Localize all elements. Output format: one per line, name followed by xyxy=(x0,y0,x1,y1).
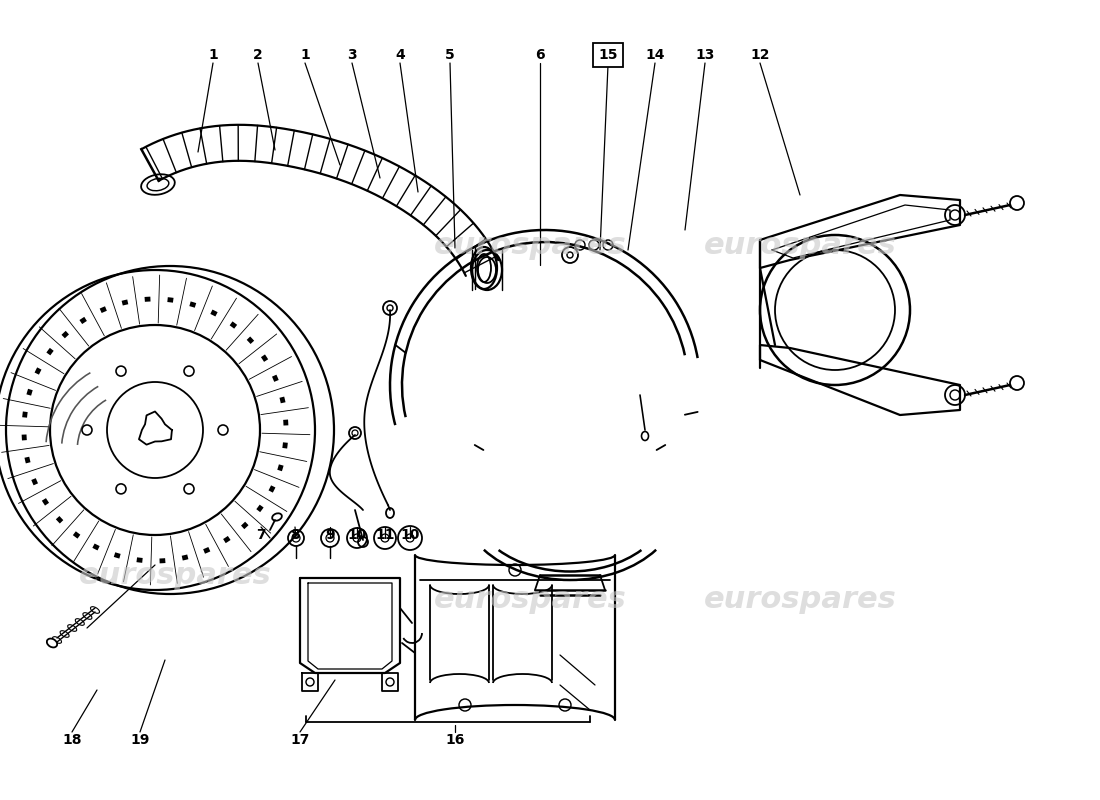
Text: 4: 4 xyxy=(395,48,405,62)
Text: 17: 17 xyxy=(290,733,310,747)
Text: 2: 2 xyxy=(253,48,263,62)
Text: 16: 16 xyxy=(446,733,464,747)
Text: 1: 1 xyxy=(300,48,310,62)
Text: 14: 14 xyxy=(646,48,664,62)
Text: 12: 12 xyxy=(750,48,770,62)
Ellipse shape xyxy=(47,638,57,647)
Text: 5: 5 xyxy=(446,48,455,62)
Text: 8: 8 xyxy=(290,528,300,542)
Text: 11: 11 xyxy=(375,528,395,542)
Text: 10: 10 xyxy=(400,528,420,542)
Text: 3: 3 xyxy=(348,48,356,62)
Text: 13: 13 xyxy=(695,48,715,62)
Text: eurospares: eurospares xyxy=(433,586,626,614)
Text: eurospares: eurospares xyxy=(704,586,896,614)
Text: 15: 15 xyxy=(598,48,618,62)
Text: 7: 7 xyxy=(256,528,266,542)
Text: 9: 9 xyxy=(326,528,334,542)
Text: 18: 18 xyxy=(63,733,81,747)
Text: 6: 6 xyxy=(536,48,544,62)
Text: eurospares: eurospares xyxy=(433,230,626,259)
Text: 19: 19 xyxy=(130,733,150,747)
Text: 1: 1 xyxy=(208,48,218,62)
Text: 10: 10 xyxy=(348,528,366,542)
Text: eurospares: eurospares xyxy=(704,230,896,259)
Text: eurospares: eurospares xyxy=(78,561,272,590)
